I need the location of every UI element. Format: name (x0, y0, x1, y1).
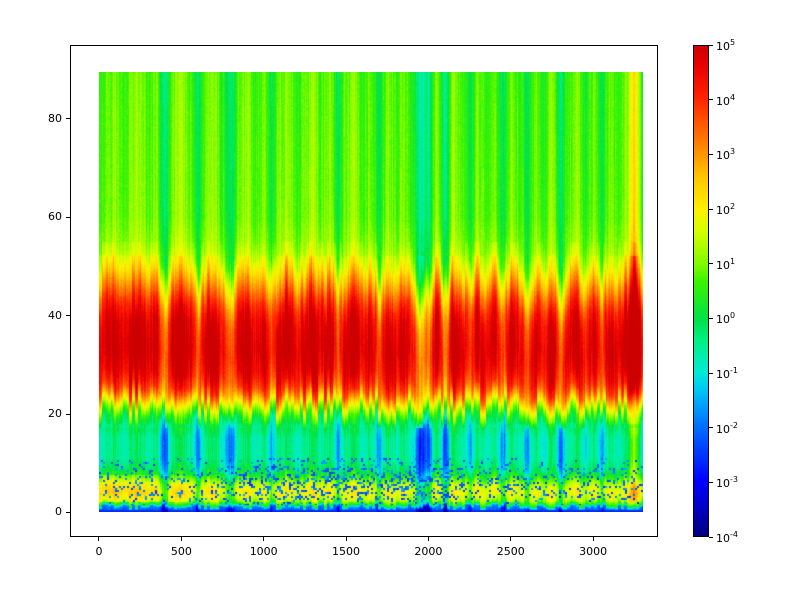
y-tick-mark (66, 118, 70, 120)
colorbar-tick-label: 10-1 (716, 366, 738, 381)
x-tick-mark (263, 537, 265, 541)
colorbar-tick-mark (709, 153, 713, 155)
x-tick-mark (592, 537, 594, 541)
colorbar (693, 45, 709, 537)
colorbar-tick-mark (709, 99, 713, 101)
y-tick-mark (66, 413, 70, 415)
colorbar-tick-label: 102 (716, 202, 736, 217)
colorbar-canvas (694, 46, 708, 536)
colorbar-tick-label: 103 (716, 147, 736, 163)
colorbar-tick-mark (709, 427, 713, 429)
colorbar-tick-label: 10-4 (716, 530, 738, 545)
x-tick-mark (98, 537, 100, 541)
colorbar-tick-label: 100 (716, 311, 736, 327)
y-tick-mark (66, 315, 70, 317)
colorbar-tick-mark (709, 536, 713, 538)
heatmap-canvas (99, 72, 643, 512)
x-tick-label: 0 (95, 545, 103, 558)
colorbar-tick-mark (709, 317, 713, 319)
x-tick-mark (345, 537, 347, 541)
colorbar-tick-mark (709, 372, 713, 374)
colorbar-tick-label: 10-2 (716, 420, 738, 436)
colorbar-tick-label: 105 (716, 38, 736, 53)
colorbar-tick-mark (709, 208, 713, 210)
colorbar-tick-label: 101 (716, 256, 736, 272)
x-tick-label: 500 (170, 545, 192, 558)
plot-axes (70, 45, 658, 537)
y-tick-mark (66, 511, 70, 513)
colorbar-tick-label: 10-3 (716, 475, 738, 491)
x-tick-label: 2500 (496, 545, 525, 558)
x-tick-label: 1500 (332, 545, 361, 558)
y-tick-label: 60 (48, 210, 62, 224)
y-tick-label: 20 (48, 407, 62, 420)
x-tick-label: 2000 (414, 545, 443, 558)
x-tick-mark (510, 537, 512, 541)
colorbar-tick-mark (709, 44, 713, 46)
x-tick-mark (180, 537, 182, 541)
y-tick-label: 0 (55, 505, 62, 519)
colorbar-tick-mark (709, 263, 713, 265)
colorbar-tick-label: 104 (716, 92, 736, 108)
x-tick-label: 1000 (249, 545, 278, 558)
y-tick-label: 80 (48, 111, 62, 125)
x-tick-mark (427, 537, 429, 541)
y-tick-label: 40 (48, 308, 62, 322)
x-tick-label: 3000 (579, 545, 608, 558)
y-tick-mark (66, 216, 70, 218)
colorbar-tick-mark (709, 481, 713, 483)
